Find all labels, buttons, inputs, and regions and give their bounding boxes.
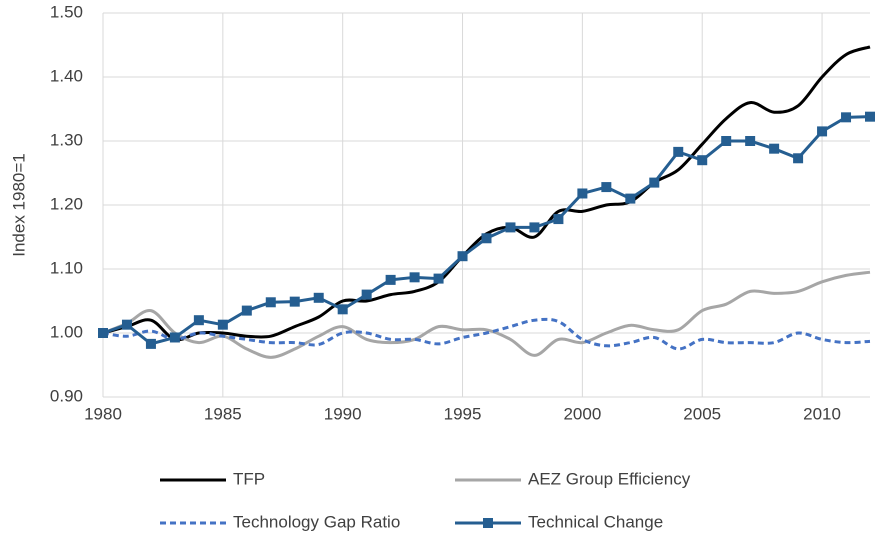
marker	[865, 111, 875, 122]
series-line	[102, 270, 871, 359]
marker	[841, 112, 852, 123]
marker	[505, 222, 516, 233]
marker	[169, 332, 180, 343]
marker	[817, 126, 828, 137]
y-tick-label: 0.90	[50, 386, 83, 405]
x-tick-label: 2005	[683, 404, 721, 423]
series-line	[102, 45, 871, 342]
marker	[553, 214, 564, 225]
marker	[313, 292, 324, 303]
marker	[193, 315, 204, 326]
series-line	[102, 317, 871, 351]
marker	[457, 251, 468, 262]
marker	[217, 319, 228, 330]
y-tick-label: 1.00	[50, 322, 83, 341]
y-axis-title: Index 1980=1	[9, 153, 28, 257]
legend-label: AEZ Group Efficiency	[528, 469, 691, 488]
marker	[625, 193, 636, 204]
y-tick-label: 1.30	[50, 130, 83, 149]
marker	[385, 274, 396, 285]
marker	[745, 136, 756, 146]
x-tick-label: 1980	[84, 404, 122, 423]
y-tick-label: 1.50	[50, 2, 83, 21]
marker	[337, 304, 348, 315]
marker	[289, 296, 300, 307]
marker	[577, 188, 588, 199]
legend-label: Technology Gap Ratio	[233, 512, 400, 531]
marker	[433, 273, 444, 284]
marker	[361, 289, 372, 300]
marker	[241, 305, 252, 316]
legend-label: Technical Change	[528, 512, 663, 531]
y-tick-label: 1.40	[50, 66, 83, 85]
marker	[121, 319, 132, 330]
marker	[529, 222, 540, 233]
series-line	[102, 115, 871, 346]
marker	[601, 182, 612, 193]
marker	[769, 143, 780, 154]
legend-label: TFP	[233, 469, 265, 488]
legend-marker	[483, 518, 493, 528]
x-tick-label: 2010	[803, 404, 841, 423]
marker	[98, 328, 108, 338]
x-tick-label: 1985	[204, 404, 242, 423]
marker	[673, 146, 684, 157]
x-tick-label: 1995	[444, 404, 482, 423]
x-tick-label: 1990	[324, 404, 362, 423]
marker	[793, 153, 804, 164]
marker	[697, 155, 708, 166]
marker	[481, 233, 492, 244]
marker	[409, 272, 420, 283]
y-tick-label: 1.20	[50, 194, 83, 213]
marker	[265, 297, 276, 308]
marker	[649, 177, 660, 188]
marker	[145, 338, 156, 349]
marker	[721, 136, 732, 146]
y-tick-label: 1.10	[50, 258, 83, 277]
x-tick-label: 2000	[563, 404, 601, 423]
